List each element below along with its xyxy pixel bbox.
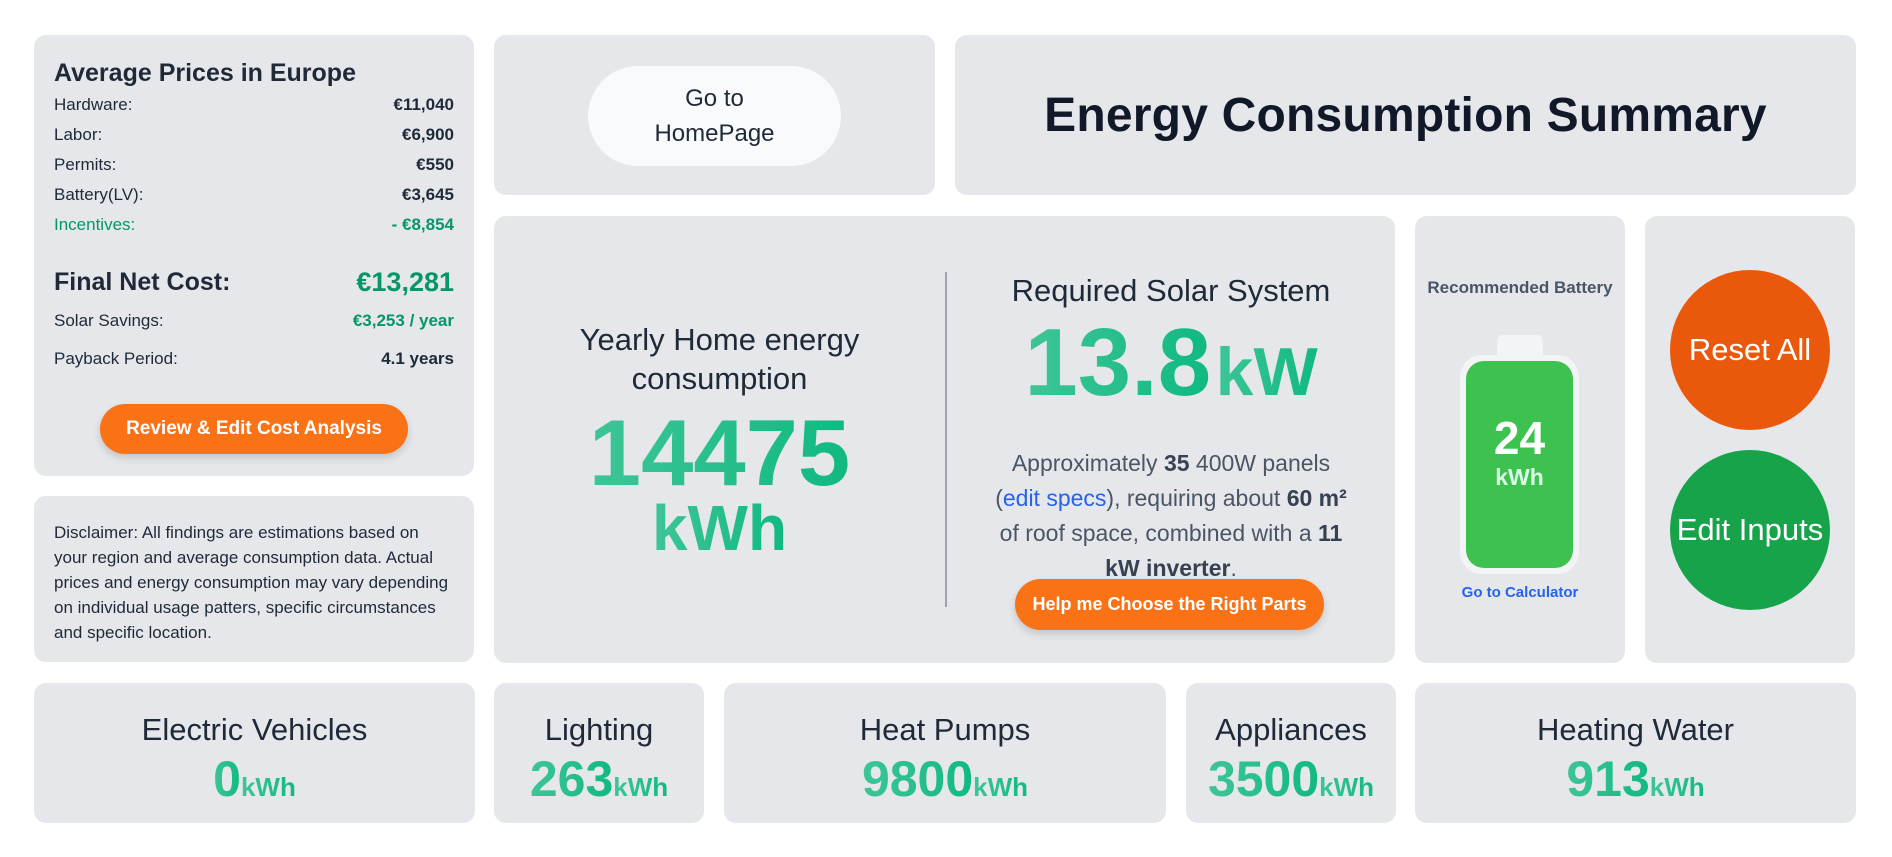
disclaimer-text: Disclaimer: All findings are estimations…	[54, 523, 449, 642]
solar-savings-label: Solar Savings:	[54, 311, 164, 330]
stat-value-group: 3500kWh	[1186, 754, 1396, 817]
recommended-battery-label: Recommended Battery	[1427, 278, 1613, 297]
stat-label: Appliances	[1215, 712, 1367, 747]
price-value: €550	[416, 155, 454, 174]
go-to-homepage-button[interactable]: Go to HomePage	[588, 66, 841, 166]
desc-text: Approximately	[1011, 450, 1164, 476]
yearly-consumption-unit: kWh	[651, 492, 788, 564]
stat-value-group: 263kWh	[494, 754, 704, 817]
solar-savings-row: Solar Savings: €3,253 / year	[54, 302, 454, 340]
price-row-incentives: Incentives: - €8,854	[54, 210, 454, 240]
stat-unit: kWh	[1319, 772, 1375, 802]
final-net-cost-value: €13,281	[356, 266, 454, 297]
stat-label: Lighting	[544, 712, 654, 747]
desc-text: 400W panels (	[995, 450, 1331, 511]
desc-text: of roof space, combined with a	[999, 520, 1318, 546]
help-choose-parts-button[interactable]: Help me Choose the Right Parts	[1015, 579, 1324, 630]
price-label: Incentives:	[54, 215, 136, 234]
stat-unit: kWh	[973, 772, 1029, 802]
price-row-battery: Battery(LV): €3,645	[54, 180, 454, 210]
battery-fill: 24 kWh	[1466, 361, 1573, 568]
edit-specs-link[interactable]: edit specs	[1002, 485, 1107, 511]
review-cost-analysis-button[interactable]: Review & Edit Cost Analysis	[100, 404, 408, 454]
price-value: - €8,854	[391, 215, 454, 234]
title-card: Energy Consumption Summary	[955, 35, 1856, 195]
required-solar-label: Required Solar System	[1011, 273, 1331, 308]
stat-card-lighting: Lighting 263kWh	[494, 683, 704, 823]
stat-card-heating-water: Heating Water 913kWh	[1415, 683, 1856, 823]
price-value: €11,040	[393, 95, 454, 114]
stat-value: 3500	[1207, 751, 1320, 807]
desc-text: ), requiring about	[1106, 485, 1287, 511]
stat-unit: kWh	[1649, 772, 1705, 802]
desc-text: .	[1230, 555, 1237, 581]
yearly-consumption-value: 14475	[588, 400, 851, 505]
stat-value-group: 0kWh	[34, 754, 475, 817]
average-prices-card: Average Prices in Europe Hardware: €11,0…	[34, 35, 474, 476]
price-value: €6,900	[402, 125, 454, 144]
price-label: Labor:	[54, 125, 103, 144]
required-solar-section: Required Solar System 13.8 kW Approximat…	[947, 270, 1395, 586]
prices-title: Average Prices in Europe	[54, 59, 356, 87]
yearly-consumption-label: Yearly Home energy consumption	[579, 322, 860, 396]
stat-value: 913	[1566, 751, 1650, 807]
price-label: Hardware:	[54, 95, 133, 114]
final-net-cost-row: Final Net Cost: €13,281	[54, 262, 454, 302]
energy-summary-card: Yearly Home energy consumption 14475 kWh…	[494, 216, 1395, 663]
final-net-cost-label: Final Net Cost:	[54, 267, 231, 296]
battery-icon: 24 kWh	[1460, 355, 1579, 574]
actions-card: Reset All Edit Inputs	[1645, 216, 1855, 663]
price-row-hardware: Hardware: €11,040	[54, 90, 454, 120]
disclaimer-card: Disclaimer: All findings are estimations…	[34, 496, 474, 662]
solar-savings-value: €3,253 / year	[352, 311, 454, 330]
stat-value-group: 9800kWh	[724, 754, 1166, 817]
stat-card-electric-vehicles: Electric Vehicles 0kWh	[34, 683, 475, 823]
panel-count: 35	[1163, 450, 1190, 476]
stat-value: 0	[213, 751, 241, 807]
stat-card-heat-pumps: Heat Pumps 9800kWh	[724, 683, 1166, 823]
battery-unit: kWh	[1495, 464, 1544, 490]
payback-period-label: Payback Period:	[54, 349, 178, 368]
stat-label: Heating Water	[1537, 712, 1734, 747]
inverter-size: 11 kW inverter	[1105, 520, 1343, 581]
stat-value: 9800	[861, 751, 974, 807]
recommended-battery-card: Recommended Battery 24 kWh Go to Calcula…	[1415, 216, 1625, 663]
price-label: Permits:	[54, 155, 117, 174]
price-value: €3,645	[402, 185, 454, 204]
roof-area: 60 m²	[1286, 485, 1347, 511]
stat-unit: kWh	[613, 772, 669, 802]
required-solar-value: 13.8	[1024, 309, 1212, 416]
required-solar-value-group: 13.8 kW	[947, 315, 1395, 434]
stat-unit: kWh	[240, 772, 296, 802]
go-to-calculator-link[interactable]: Go to Calculator	[1461, 584, 1579, 601]
edit-inputs-button[interactable]: Edit Inputs	[1670, 450, 1830, 610]
stat-label: Electric Vehicles	[141, 712, 368, 747]
battery-icon-cap	[1497, 335, 1543, 357]
stat-card-appliances: Appliances 3500kWh	[1186, 683, 1396, 823]
solar-description: Approximately 35 400W panels (edit specs…	[947, 446, 1395, 586]
price-row-permits: Permits: €550	[54, 150, 454, 180]
yearly-consumption-section: Yearly Home energy consumption 14475 kWh	[494, 320, 945, 564]
payback-period-value: 4.1 years	[381, 349, 454, 368]
payback-period-row: Payback Period: 4.1 years	[54, 340, 454, 378]
battery-value: 24	[1493, 412, 1546, 464]
page-title: Energy Consumption Summary	[1044, 88, 1767, 142]
price-row-labor: Labor: €6,900	[54, 120, 454, 150]
reset-all-button[interactable]: Reset All	[1670, 270, 1830, 430]
required-solar-unit: kW	[1215, 334, 1318, 410]
stat-label: Heat Pumps	[859, 712, 1031, 747]
stat-value: 263	[529, 751, 614, 807]
section-divider	[945, 272, 947, 607]
stat-value-group: 913kWh	[1415, 754, 1856, 817]
home-nav-card: Go to HomePage	[494, 35, 935, 195]
price-label: Battery(LV):	[54, 185, 144, 204]
